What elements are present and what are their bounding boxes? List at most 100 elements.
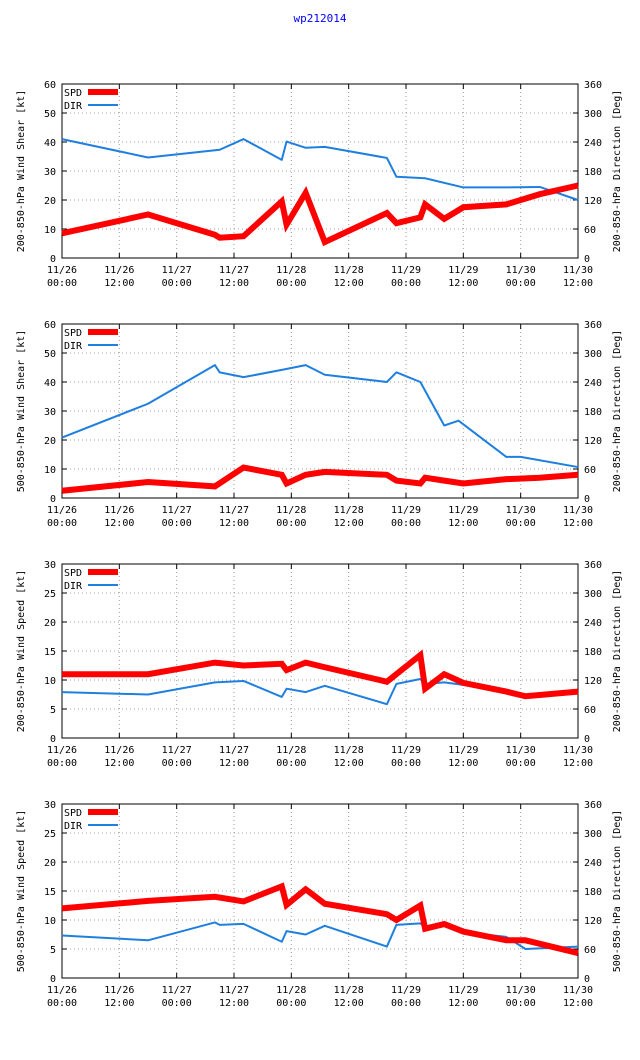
y-tick-label: 20	[44, 858, 56, 869]
y2-tick-label: 180	[584, 887, 602, 898]
y-tick-label: 30	[44, 560, 56, 571]
y-tick-label: 20	[44, 618, 56, 629]
y2-tick-label: 300	[584, 829, 602, 840]
y-tick-label: 10	[44, 465, 56, 476]
series-line-dir	[61, 364, 579, 469]
x-tick-date: 11/30	[563, 265, 593, 276]
x-tick-date: 11/28	[276, 985, 306, 996]
x-tick-date: 11/28	[334, 265, 364, 276]
x-tick-time: 00:00	[276, 518, 306, 529]
y2-tick-label: 0	[584, 974, 590, 985]
x-tick-date: 11/26	[104, 985, 134, 996]
y-tick-label: 60	[44, 80, 56, 91]
y2-tick-label: 60	[584, 465, 596, 476]
x-tick-date: 11/27	[162, 745, 192, 756]
series-line-spd	[61, 882, 579, 956]
x-tick-time: 00:00	[276, 998, 306, 1009]
y2-tick-label: 120	[584, 676, 602, 687]
y-tick-label: 5	[50, 705, 56, 716]
x-tick-date: 11/28	[276, 265, 306, 276]
series-line-dir	[61, 138, 579, 201]
legend-label-spd: SPD	[64, 328, 82, 339]
y-tick-label: 10	[44, 916, 56, 927]
x-tick-date: 11/27	[219, 505, 249, 516]
x-tick-time: 12:00	[104, 998, 134, 1009]
y2-axis-title: 200-850-hPa Direction [Deg]	[612, 570, 623, 733]
y2-tick-label: 300	[584, 589, 602, 600]
x-tick-date: 11/28	[334, 985, 364, 996]
x-tick-time: 12:00	[334, 278, 364, 289]
y2-tick-label: 120	[584, 436, 602, 447]
x-tick-time: 12:00	[448, 518, 478, 529]
x-tick-time: 12:00	[104, 278, 134, 289]
x-tick-time: 12:00	[104, 518, 134, 529]
x-tick-date: 11/27	[162, 505, 192, 516]
x-tick-date: 11/29	[391, 505, 421, 516]
series-line-spd	[62, 649, 579, 700]
x-tick-time: 12:00	[563, 278, 593, 289]
x-tick-time: 00:00	[391, 998, 421, 1009]
legend-label-spd: SPD	[64, 88, 82, 99]
y2-tick-label: 60	[584, 225, 596, 236]
plot-frame	[61, 803, 579, 979]
x-tick-date: 11/30	[506, 745, 536, 756]
x-tick-time: 00:00	[391, 758, 421, 769]
legend-label-dir: DIR	[64, 341, 83, 352]
chart-4: 05101520253006012018024030036011/2600:00…	[16, 800, 623, 1009]
y2-tick-label: 180	[584, 647, 602, 658]
chart-3: 05101520253006012018024030036011/2600:00…	[16, 560, 623, 769]
x-tick-time: 12:00	[448, 278, 478, 289]
y2-tick-label: 180	[584, 407, 602, 418]
x-tick-date: 11/29	[391, 985, 421, 996]
y-tick-label: 40	[44, 378, 56, 389]
x-tick-time: 00:00	[47, 518, 77, 529]
y2-tick-label: 0	[584, 254, 590, 265]
y-tick-label: 0	[50, 494, 56, 505]
x-tick-date: 11/28	[334, 505, 364, 516]
x-tick-date: 11/30	[506, 505, 536, 516]
y2-tick-label: 240	[584, 858, 602, 869]
x-tick-time: 00:00	[162, 278, 192, 289]
y2-tick-label: 240	[584, 138, 602, 149]
y-axis-title: 500-850-hPa Wind Speed [kt]	[16, 810, 27, 973]
y2-tick-label: 120	[584, 916, 602, 927]
y-tick-label: 20	[44, 196, 56, 207]
x-tick-time: 12:00	[334, 758, 364, 769]
x-tick-time: 00:00	[162, 758, 192, 769]
x-tick-time: 00:00	[506, 758, 536, 769]
y-axis-title: 200-850-hPa Wind Speed [kt]	[16, 570, 27, 733]
y-tick-label: 30	[44, 167, 56, 178]
x-tick-date: 11/26	[47, 265, 77, 276]
y2-tick-label: 240	[584, 618, 602, 629]
y-tick-label: 30	[44, 800, 56, 811]
page-title: wp212014	[293, 12, 347, 25]
legend-label-dir: DIR	[64, 581, 83, 592]
x-tick-time: 00:00	[506, 278, 536, 289]
y2-tick-label: 60	[584, 705, 596, 716]
x-tick-date: 11/26	[104, 505, 134, 516]
y-tick-label: 0	[50, 254, 56, 265]
x-tick-time: 12:00	[334, 518, 364, 529]
x-tick-time: 00:00	[47, 998, 77, 1009]
y-tick-label: 25	[44, 829, 56, 840]
y-axis-title: 200-850-hPa Wind Shear [kt]	[16, 90, 27, 253]
x-tick-date: 11/27	[219, 745, 249, 756]
x-tick-time: 00:00	[47, 278, 77, 289]
y2-tick-label: 300	[584, 349, 602, 360]
y2-axis-title: 500-850-hPa Direction [Deg]	[612, 810, 623, 973]
x-tick-date: 11/29	[448, 745, 478, 756]
series-line-dir	[61, 921, 579, 950]
x-tick-date: 11/29	[448, 505, 478, 516]
y2-tick-label: 360	[584, 800, 602, 811]
x-tick-time: 00:00	[162, 518, 192, 529]
x-tick-time: 12:00	[563, 758, 593, 769]
x-tick-time: 12:00	[448, 758, 478, 769]
x-tick-date: 11/27	[219, 265, 249, 276]
x-tick-time: 00:00	[276, 758, 306, 769]
x-tick-date: 11/29	[391, 265, 421, 276]
x-tick-date: 11/26	[104, 745, 134, 756]
x-tick-date: 11/26	[47, 985, 77, 996]
legend-label-spd: SPD	[64, 568, 82, 579]
legend-label-dir: DIR	[64, 821, 83, 832]
y-tick-label: 10	[44, 676, 56, 687]
